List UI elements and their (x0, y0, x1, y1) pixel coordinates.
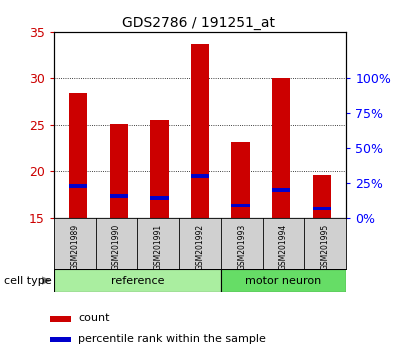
Text: GSM201995: GSM201995 (321, 224, 330, 270)
Bar (50, 337, 71, 342)
Text: GSM201991: GSM201991 (154, 224, 163, 270)
Bar (109, 194, 128, 198)
Text: cell type: cell type (4, 275, 52, 286)
Bar (313, 175, 331, 218)
Text: reference: reference (111, 275, 164, 286)
Bar (191, 174, 209, 178)
Text: percentile rank within the sample: percentile rank within the sample (78, 334, 266, 344)
Bar (109, 124, 128, 218)
Bar (272, 78, 291, 218)
Bar (232, 204, 250, 207)
Text: motor neuron: motor neuron (246, 275, 322, 286)
Text: GDS2786 / 191251_at: GDS2786 / 191251_at (123, 16, 275, 30)
Bar (150, 196, 168, 200)
Bar (313, 207, 331, 210)
Bar (69, 184, 87, 188)
Text: GSM201993: GSM201993 (237, 224, 246, 270)
Polygon shape (42, 276, 52, 285)
Bar (221, 269, 346, 292)
Bar (69, 93, 87, 218)
Text: GSM201994: GSM201994 (279, 224, 288, 270)
Bar (150, 120, 168, 218)
Text: GSM201989: GSM201989 (70, 224, 79, 270)
Bar (191, 44, 209, 218)
Bar (272, 188, 291, 192)
Bar (54, 269, 221, 292)
Text: GSM201992: GSM201992 (195, 224, 205, 270)
Text: GSM201990: GSM201990 (112, 224, 121, 270)
Bar (232, 142, 250, 218)
Bar (50, 316, 71, 321)
Text: count: count (78, 313, 110, 324)
